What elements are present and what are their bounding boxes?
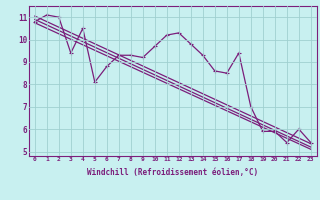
X-axis label: Windchill (Refroidissement éolien,°C): Windchill (Refroidissement éolien,°C) xyxy=(87,168,258,177)
